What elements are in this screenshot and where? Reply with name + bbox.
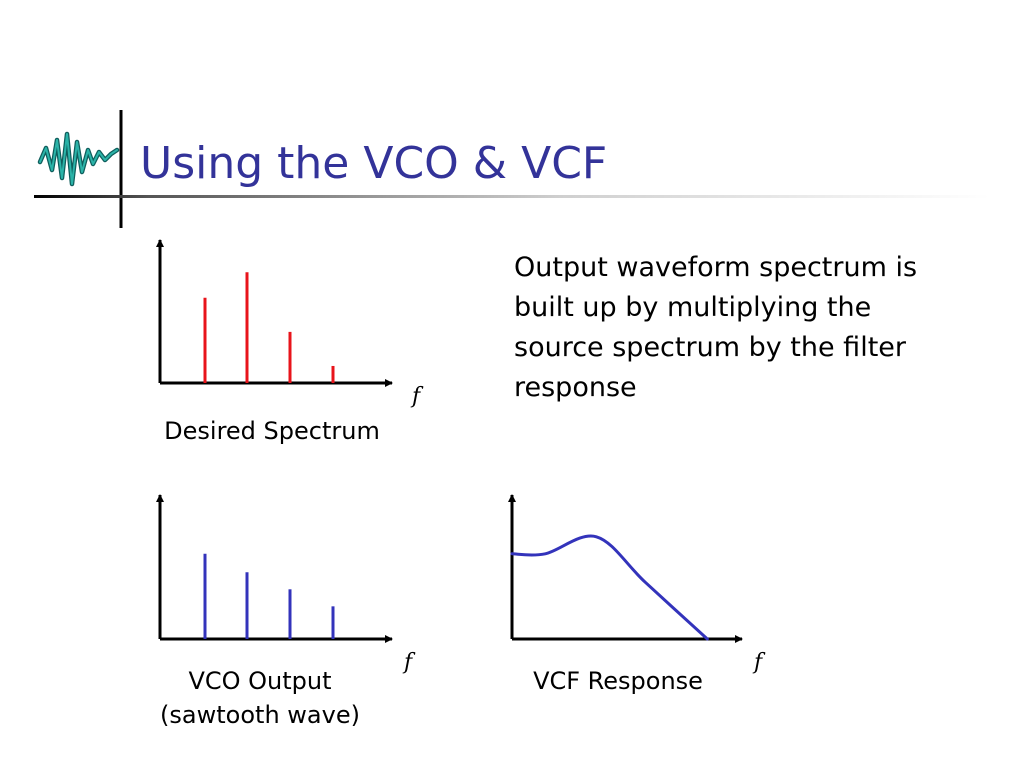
vco-output-caption-line-1: VCO Output — [188, 667, 332, 695]
vcf-response-f-label: f — [754, 650, 763, 675]
vco-output-caption-line-2: (sawtooth wave) — [160, 701, 360, 729]
slide-title: Using the VCO & VCF — [140, 138, 608, 189]
vcf-response-caption: VCF Response — [533, 667, 703, 695]
slide-body-text: Output waveform spectrum is built up by … — [514, 252, 918, 403]
desired-spectrum-caption: Desired Spectrum — [164, 417, 380, 445]
title-rule — [34, 195, 990, 198]
desired-spectrum-f-label: f — [412, 384, 421, 409]
vco-output-caption: VCO Output (sawtooth wave) — [140, 664, 380, 732]
vco-output-f-label: f — [404, 650, 413, 675]
waveform-logo-icon — [37, 131, 120, 187]
vcf-response-curve — [510, 534, 709, 641]
